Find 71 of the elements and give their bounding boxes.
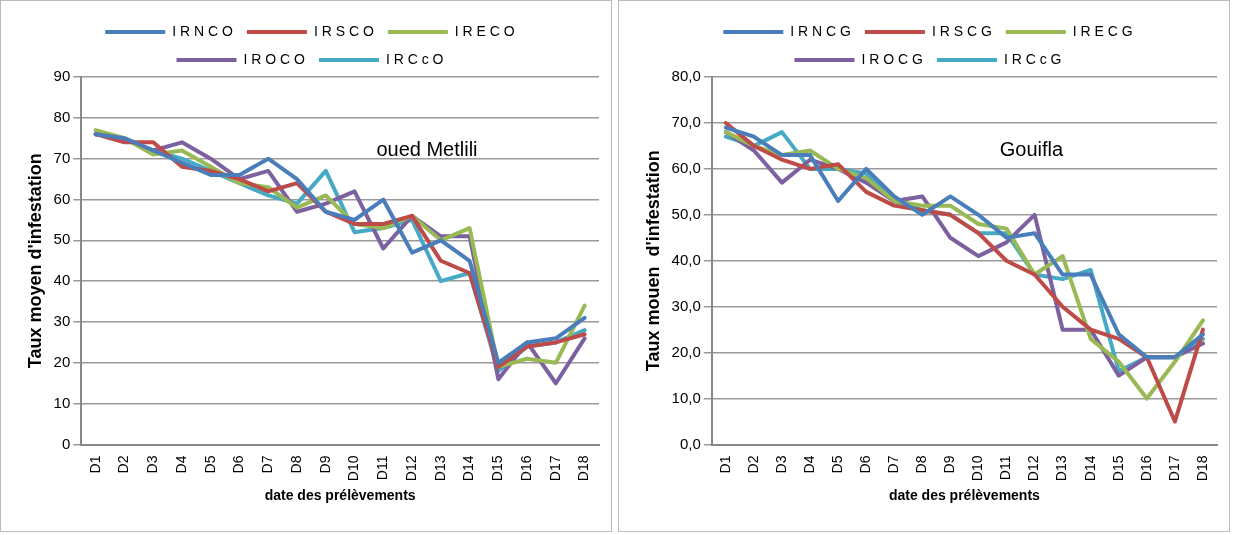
y-tick-label: 90 — [53, 67, 71, 85]
x-tick-label: D15 — [1109, 455, 1126, 482]
x-tick-label: D16 — [1137, 455, 1154, 482]
x-tick-label: D11 — [374, 455, 391, 481]
y-axis-title: Taux mouen d'infestation — [642, 150, 663, 372]
x-tick-label: D14 — [460, 455, 477, 482]
x-tick-label: D3 — [772, 455, 789, 474]
legend-label: I R O C O — [243, 50, 306, 67]
x-tick-label: D11 — [997, 455, 1014, 481]
x-tick-label: D18 — [1193, 455, 1210, 482]
x-tick-label: D13 — [431, 455, 448, 482]
y-tick-label: 20 — [53, 352, 71, 370]
x-tick-label: D17 — [546, 455, 563, 482]
legend-label: I R E C O — [454, 22, 515, 39]
y-tick-label: 0,0 — [679, 434, 701, 452]
annotation: oued Metlili — [376, 138, 478, 161]
x-tick-label: D10 — [969, 455, 986, 482]
x-tick-label: D4 — [172, 455, 189, 474]
y-tick-label: 40,0 — [671, 250, 701, 268]
y-tick-label: 30,0 — [671, 296, 701, 314]
x-tick-label: D16 — [517, 455, 534, 482]
x-tick-label: D18 — [575, 455, 592, 482]
x-tick-label: D10 — [345, 455, 362, 482]
x-tick-label: D5 — [828, 455, 845, 474]
legend-label: I R N C O — [172, 22, 234, 39]
x-tick-label: D7 — [259, 455, 276, 474]
legend-label: I R C c O — [385, 50, 444, 67]
y-tick-label: 30 — [53, 312, 71, 330]
y-axis-title: Taux moyen d'infestation — [24, 153, 45, 369]
x-tick-label: D1 — [86, 455, 103, 474]
x-axis-title: date des prélèvements — [888, 487, 1041, 504]
x-tick-label: D5 — [201, 455, 218, 474]
legend-label: I R S C O — [313, 22, 374, 39]
y-tick-label: 80 — [53, 107, 71, 125]
y-tick-label: 10,0 — [671, 388, 701, 406]
x-tick-label: D6 — [857, 455, 874, 474]
legend-label: I R O C G — [861, 50, 923, 67]
y-tick-label: 50,0 — [671, 204, 701, 222]
y-tick-label: 20,0 — [671, 342, 701, 360]
legend-label: I R N C G — [790, 22, 851, 39]
x-tick-label: D12 — [402, 455, 419, 482]
x-tick-label: D4 — [800, 455, 817, 474]
y-tick-label: 40 — [53, 271, 71, 289]
x-tick-label: D9 — [941, 455, 958, 474]
x-tick-label: D12 — [1025, 455, 1042, 482]
y-tick-label: 60,0 — [671, 159, 701, 177]
y-tick-label: 80,0 — [671, 67, 701, 85]
y-tick-label: 10 — [53, 393, 71, 411]
x-tick-label: D3 — [144, 455, 161, 474]
x-tick-label: D14 — [1081, 455, 1098, 482]
x-tick-label: D2 — [744, 455, 761, 474]
y-tick-label: 70,0 — [671, 113, 701, 131]
legend-label: I R E C G — [1072, 22, 1133, 39]
annotation: Gouifla — [999, 138, 1065, 161]
x-tick-label: D9 — [316, 455, 333, 474]
x-tick-label: D13 — [1053, 455, 1070, 482]
x-axis-title: date des prélèvements — [264, 487, 416, 504]
y-tick-label: 70 — [53, 148, 71, 166]
x-tick-label: D2 — [115, 455, 132, 474]
y-tick-label: 60 — [53, 189, 71, 207]
x-tick-label: D8 — [287, 455, 304, 474]
x-tick-label: D8 — [913, 455, 930, 474]
legend-label: I R C c G — [1003, 50, 1062, 67]
y-tick-label: 50 — [53, 230, 71, 248]
x-tick-label: D6 — [230, 455, 247, 474]
x-tick-label: D15 — [489, 455, 506, 482]
x-tick-label: D17 — [1165, 455, 1182, 482]
legend-label: I R S C G — [931, 22, 992, 39]
x-tick-label: D1 — [716, 455, 733, 474]
x-tick-label: D7 — [885, 455, 902, 474]
y-tick-label: 0 — [61, 434, 71, 452]
